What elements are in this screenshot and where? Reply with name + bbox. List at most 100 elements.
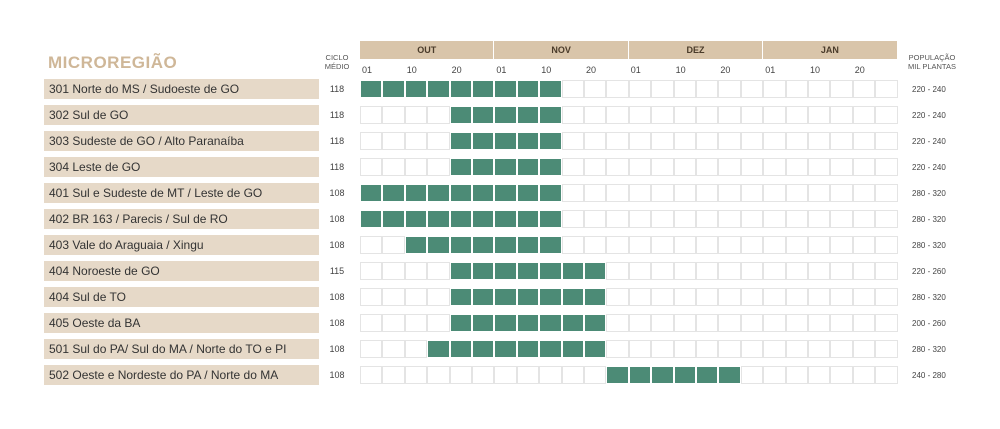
empty-period-cell <box>696 106 719 124</box>
empty-period-cell <box>360 288 383 306</box>
sowing-period-cell <box>427 80 450 98</box>
microregion-label: 303 Sudeste de GO / Alto Paranaíba <box>44 131 319 151</box>
empty-period-cell <box>718 210 741 228</box>
sowing-period-cell <box>539 80 562 98</box>
empty-period-cell <box>584 158 607 176</box>
empty-period-cell <box>584 236 607 254</box>
empty-period-cell <box>628 340 652 358</box>
day-tick-label: 20 <box>451 65 462 75</box>
empty-period-cell <box>875 314 898 332</box>
empty-period-cell <box>404 288 428 306</box>
sowing-period-cell <box>516 314 540 332</box>
empty-period-cell <box>651 184 674 202</box>
empty-period-cell <box>673 106 696 124</box>
sowing-period-cell <box>584 288 607 306</box>
microregion-label: 404 Noroeste de GO <box>44 261 319 281</box>
empty-period-cell <box>875 262 898 280</box>
month-header: OUT <box>360 41 495 59</box>
sowing-period-cell <box>561 314 584 332</box>
ciclo-value: 118 <box>329 162 345 172</box>
empty-period-cell <box>673 340 696 358</box>
sowing-period-cell <box>539 158 562 176</box>
empty-period-cell <box>427 106 450 124</box>
ciclo-value: 108 <box>329 214 345 224</box>
microregion-label: 404 Sul de TO <box>44 287 319 307</box>
sowing-period-cell <box>494 80 517 98</box>
empty-period-cell <box>718 340 741 358</box>
ciclo-value: 108 <box>329 292 345 302</box>
sowing-period-cell <box>472 340 495 358</box>
empty-period-cell <box>763 340 786 358</box>
microregion-label: 302 Sul de GO <box>44 105 319 125</box>
sowing-period-cell <box>561 288 584 306</box>
empty-period-cell <box>539 366 562 384</box>
empty-period-cell <box>404 158 428 176</box>
sowing-period-cell <box>673 366 696 384</box>
sowing-period-cell <box>561 262 584 280</box>
sowing-period-cell <box>472 106 495 124</box>
sowing-period-cell <box>472 158 495 176</box>
sowing-period-cell <box>494 210 517 228</box>
empty-period-cell <box>382 262 405 280</box>
chart-title: MICROREGIÃO <box>48 53 178 72</box>
empty-period-cell <box>696 132 719 150</box>
empty-period-cell <box>404 106 428 124</box>
empty-period-cell <box>740 236 764 254</box>
empty-period-cell <box>651 132 674 150</box>
empty-period-cell <box>628 210 652 228</box>
empty-period-cell <box>875 80 898 98</box>
population-value: 280 - 320 <box>912 345 946 354</box>
empty-period-cell <box>785 314 808 332</box>
empty-period-cell <box>718 132 741 150</box>
empty-period-cell <box>651 106 674 124</box>
empty-period-cell <box>875 132 898 150</box>
empty-period-cell <box>785 236 808 254</box>
sowing-period-cell <box>427 210 450 228</box>
sowing-period-cell <box>561 340 584 358</box>
empty-period-cell <box>696 236 719 254</box>
empty-period-cell <box>628 106 652 124</box>
empty-period-cell <box>830 158 853 176</box>
sowing-period-cell <box>472 288 495 306</box>
sowing-period-cell <box>449 80 472 98</box>
empty-period-cell <box>606 210 629 228</box>
empty-period-cell <box>808 236 831 254</box>
empty-period-cell <box>651 236 674 254</box>
microregion-label: 502 Oeste e Nordeste do PA / Norte do MA <box>44 365 319 385</box>
empty-period-cell <box>360 236 383 254</box>
sowing-period-cell <box>628 366 652 384</box>
sowing-period-cell <box>539 132 562 150</box>
empty-period-cell <box>382 366 405 384</box>
empty-period-cell <box>808 106 831 124</box>
empty-period-cell <box>561 106 584 124</box>
sowing-period-cell <box>404 184 428 202</box>
day-tick-label: 20 <box>854 65 865 75</box>
empty-period-cell <box>673 236 696 254</box>
empty-period-cell <box>830 210 853 228</box>
empty-period-cell <box>651 314 674 332</box>
empty-period-cell <box>852 106 876 124</box>
day-tick-label: 10 <box>406 65 417 75</box>
empty-period-cell <box>651 158 674 176</box>
empty-period-cell <box>785 340 808 358</box>
empty-period-cell <box>808 288 831 306</box>
empty-period-cell <box>875 236 898 254</box>
sowing-period-cell <box>449 262 472 280</box>
empty-period-cell <box>740 158 764 176</box>
day-tick-label: 10 <box>675 65 686 75</box>
empty-period-cell <box>561 184 584 202</box>
ciclo-value: 108 <box>329 188 345 198</box>
sowing-period-cell <box>472 80 495 98</box>
sowing-period-cell <box>449 288 472 306</box>
sowing-period-cell <box>516 288 540 306</box>
empty-period-cell <box>382 132 405 150</box>
empty-period-cell <box>404 314 428 332</box>
population-header-line1: POPULAÇÃO <box>908 53 956 62</box>
empty-period-cell <box>673 158 696 176</box>
sowing-period-cell <box>360 184 383 202</box>
empty-period-cell <box>830 80 853 98</box>
empty-period-cell <box>763 106 786 124</box>
sowing-period-cell <box>651 366 674 384</box>
empty-period-cell <box>427 366 450 384</box>
sowing-period-cell <box>360 210 383 228</box>
